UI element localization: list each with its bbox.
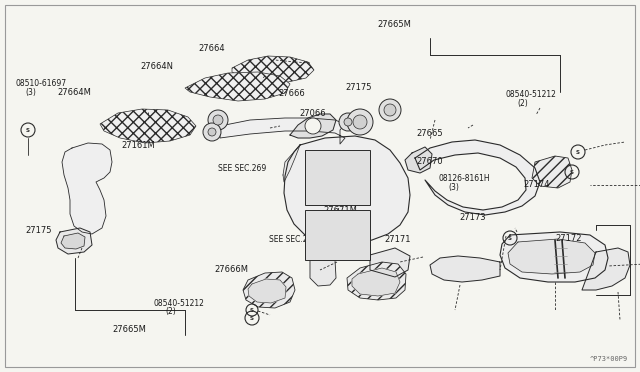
- Circle shape: [344, 118, 352, 126]
- Circle shape: [347, 109, 373, 135]
- Text: 08126-8161H: 08126-8161H: [438, 174, 490, 183]
- Text: 27066: 27066: [300, 109, 326, 118]
- Polygon shape: [185, 72, 290, 101]
- Bar: [305, 150, 370, 205]
- Text: S: S: [570, 170, 574, 174]
- Polygon shape: [370, 248, 410, 277]
- Polygon shape: [248, 279, 286, 303]
- Polygon shape: [232, 56, 314, 83]
- Polygon shape: [500, 232, 608, 282]
- Text: 27161M: 27161M: [122, 141, 156, 150]
- Text: 08510-61697: 08510-61697: [16, 79, 67, 88]
- Text: 27175: 27175: [346, 83, 372, 92]
- Circle shape: [208, 128, 216, 136]
- Circle shape: [213, 115, 223, 125]
- Polygon shape: [283, 145, 300, 182]
- Polygon shape: [415, 140, 540, 215]
- Circle shape: [384, 104, 396, 116]
- Text: S: S: [508, 235, 512, 241]
- Circle shape: [208, 110, 228, 130]
- Circle shape: [339, 113, 357, 131]
- Text: 27172: 27172: [556, 234, 582, 243]
- Text: 27665M: 27665M: [378, 20, 412, 29]
- Text: 08540-51212: 08540-51212: [506, 90, 556, 99]
- Text: (2): (2): [517, 99, 528, 108]
- Text: SEE SEC.269: SEE SEC.269: [218, 164, 266, 173]
- Text: ^P73*00P9: ^P73*00P9: [589, 356, 628, 362]
- Text: S: S: [576, 150, 580, 154]
- Text: 27174: 27174: [524, 180, 550, 189]
- Text: (3): (3): [26, 88, 36, 97]
- Text: 08540-51212: 08540-51212: [154, 299, 204, 308]
- Polygon shape: [56, 228, 92, 254]
- Polygon shape: [243, 272, 295, 308]
- Text: 27665M: 27665M: [112, 325, 146, 334]
- Polygon shape: [220, 118, 345, 144]
- Text: S: S: [250, 308, 254, 312]
- Polygon shape: [430, 256, 500, 282]
- Text: 27175: 27175: [26, 226, 52, 235]
- Polygon shape: [405, 147, 432, 173]
- Text: 27666M: 27666M: [214, 265, 248, 274]
- Text: 27664N: 27664N: [141, 62, 174, 71]
- Circle shape: [379, 99, 401, 121]
- Text: 27664: 27664: [198, 44, 225, 53]
- Polygon shape: [62, 143, 112, 234]
- Text: 27171: 27171: [384, 235, 410, 244]
- Polygon shape: [100, 109, 196, 143]
- Polygon shape: [352, 268, 400, 296]
- Text: SEE SEC.269: SEE SEC.269: [269, 235, 317, 244]
- Circle shape: [353, 115, 367, 129]
- Text: S: S: [26, 128, 30, 132]
- Text: 27670: 27670: [416, 157, 443, 166]
- Circle shape: [305, 118, 321, 134]
- Text: (3): (3): [448, 183, 459, 192]
- Polygon shape: [290, 114, 336, 138]
- Text: (2): (2): [165, 307, 176, 316]
- Text: S: S: [250, 315, 254, 321]
- Text: 27666: 27666: [278, 89, 305, 97]
- Circle shape: [203, 123, 221, 141]
- Text: 27665: 27665: [416, 129, 443, 138]
- Text: 27671M: 27671M: [323, 206, 357, 215]
- Text: 27173: 27173: [460, 213, 486, 222]
- Polygon shape: [284, 136, 410, 245]
- Polygon shape: [532, 156, 572, 188]
- Polygon shape: [61, 233, 85, 249]
- Polygon shape: [508, 239, 595, 274]
- Bar: [305, 210, 370, 260]
- Polygon shape: [347, 262, 406, 300]
- Text: 27664M: 27664M: [58, 88, 92, 97]
- Polygon shape: [582, 248, 630, 290]
- Polygon shape: [310, 244, 336, 286]
